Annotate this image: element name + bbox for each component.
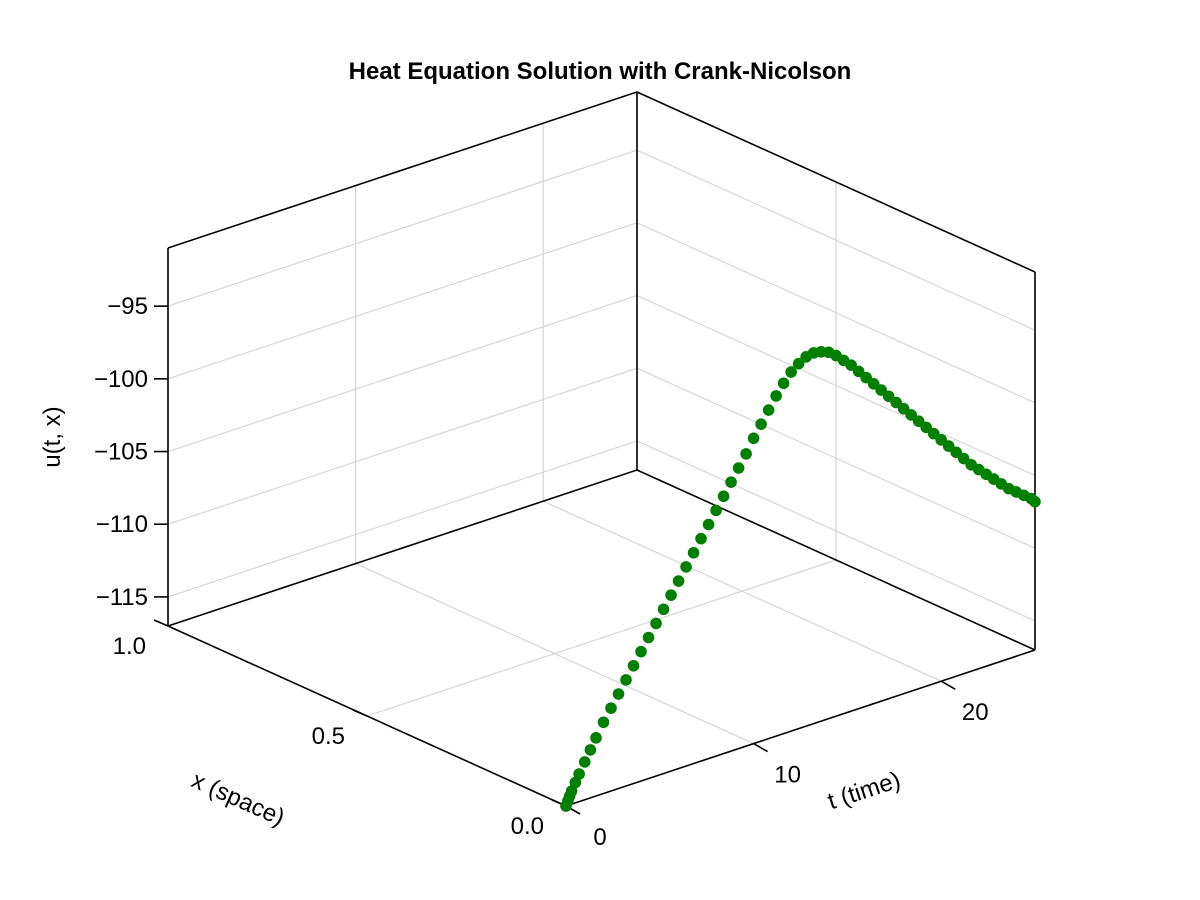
grid-line-back-u <box>167 440 638 598</box>
axis-ticks: 0 10 20 0.0 0.5 1.0 −95 −100 −105 −110 −115 <box>94 293 989 851</box>
grid-line-side-u <box>636 367 1036 549</box>
data-point <box>605 702 617 714</box>
u-tick-label: −110 <box>96 511 148 538</box>
t-tick-label: 20 <box>962 699 989 726</box>
u-axis-label: u(t, x) <box>39 406 66 467</box>
data-point <box>732 462 745 474</box>
data-point <box>584 744 597 756</box>
data-point <box>642 631 655 644</box>
t-axis-label: t (time) <box>825 766 904 815</box>
data-point <box>680 561 692 573</box>
data-point <box>725 476 737 488</box>
data-point <box>597 716 610 729</box>
chart-title: Heat Equation Solution with Crank-Nicols… <box>349 58 852 85</box>
x-axis-label: x (space) <box>187 767 288 832</box>
data-point <box>612 688 625 700</box>
grid-line-side-u <box>636 149 1036 331</box>
data-point <box>650 617 662 630</box>
x-tick-label: 0.0 <box>511 813 544 840</box>
data-point <box>740 448 752 460</box>
grid-line-back-u <box>167 367 638 525</box>
data-point <box>665 589 677 601</box>
t-tick-label: 10 <box>774 762 801 789</box>
data-point <box>717 490 730 503</box>
u-tick-label: −100 <box>94 366 148 393</box>
data-point <box>620 674 632 686</box>
data-point <box>770 390 782 402</box>
data-point <box>792 357 805 370</box>
grid-line-side-u <box>636 440 1036 622</box>
data-point <box>687 546 700 559</box>
x-axis-tick <box>153 619 169 627</box>
data-point <box>762 404 775 416</box>
data-points <box>560 346 1041 812</box>
u-tick-label: −105 <box>94 439 148 466</box>
grid-lines <box>167 92 1036 807</box>
frame-edge <box>167 91 638 249</box>
x-tick-label: 1.0 <box>113 633 146 660</box>
data-point <box>627 659 640 672</box>
data-point <box>1029 495 1041 508</box>
grid-line-side-u <box>636 294 1036 477</box>
data-point <box>672 575 685 587</box>
data-point <box>747 432 760 445</box>
grid-line-side-u <box>636 222 1036 404</box>
data-point <box>777 377 790 390</box>
data-point <box>755 418 767 430</box>
grid-line-back-u <box>167 222 638 380</box>
frame-edge <box>636 469 1036 651</box>
grid-line-floor-x <box>366 559 837 717</box>
u-tick-label: −95 <box>107 293 148 320</box>
data-point <box>702 518 715 531</box>
data-point <box>695 532 707 545</box>
data-point <box>635 645 647 658</box>
data-point <box>710 504 722 517</box>
u-tick-label: −115 <box>96 584 148 611</box>
data-point <box>657 603 670 616</box>
data-point <box>590 732 602 744</box>
data-point <box>573 768 585 780</box>
t-axis-tick <box>940 680 956 690</box>
axis-frame <box>167 91 1036 807</box>
frame-edge <box>167 469 638 627</box>
t-tick-label: 0 <box>593 824 606 851</box>
x-tick-label: 0.5 <box>312 723 345 750</box>
frame-edge <box>565 649 1036 807</box>
data-point <box>578 756 591 768</box>
data-point <box>785 366 797 378</box>
x-axis-tick <box>352 709 368 717</box>
frame-edge <box>636 91 1036 273</box>
grid-line-back-u <box>167 149 638 307</box>
grid-line-back-u <box>167 294 638 453</box>
t-axis-tick <box>753 742 768 753</box>
